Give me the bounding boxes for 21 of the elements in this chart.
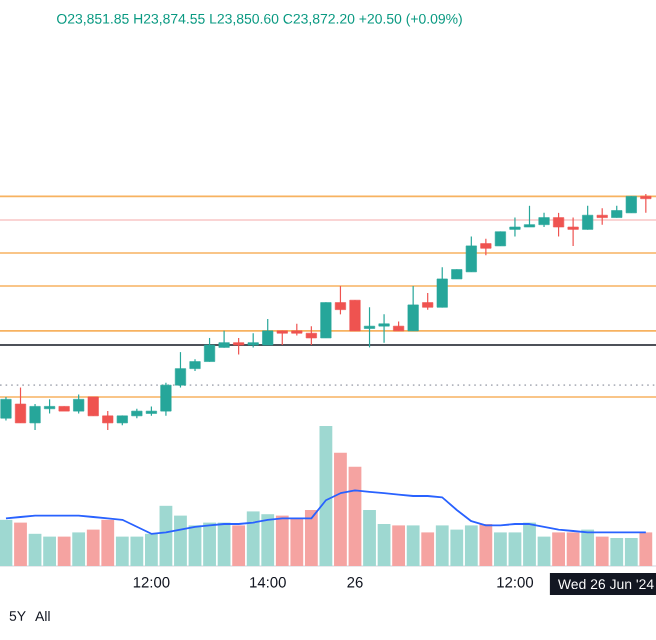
candlestick [640, 193, 652, 214]
bar [639, 532, 653, 566]
bar [14, 522, 27, 566]
bar [406, 525, 420, 566]
bar [57, 536, 71, 566]
candlestick [582, 205, 594, 230]
candlestick [73, 394, 85, 415]
candlestick [480, 238, 492, 256]
bar [479, 524, 493, 566]
candlestick [407, 285, 419, 332]
bar [421, 532, 435, 566]
bar [581, 529, 595, 566]
candlestick [0, 396, 12, 422]
bar [232, 525, 246, 566]
bar [319, 426, 333, 566]
candlestick [320, 301, 332, 339]
bar [392, 525, 406, 566]
candlestick [14, 386, 27, 424]
bar [0, 519, 13, 566]
bar [595, 536, 609, 566]
bar [72, 532, 86, 566]
